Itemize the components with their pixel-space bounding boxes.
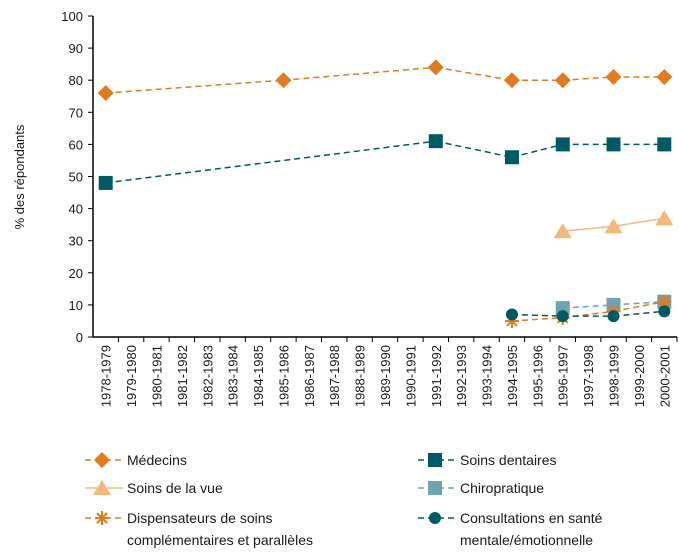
data-point bbox=[98, 175, 113, 190]
data-point bbox=[275, 72, 292, 89]
series-segment bbox=[105, 140, 436, 184]
x-tick-label: 1982-1983 bbox=[200, 345, 215, 407]
x-tick-label: 1993-1994 bbox=[480, 345, 495, 407]
legend-label: Soins dentaires bbox=[460, 452, 557, 468]
x-tick-label: 1988-1989 bbox=[353, 345, 368, 407]
y-tick-label: 80 bbox=[69, 73, 83, 88]
data-point bbox=[607, 310, 620, 323]
series-segment bbox=[435, 140, 513, 158]
series-segment bbox=[283, 66, 436, 81]
x-tick-label: 1999-2000 bbox=[632, 345, 647, 407]
data-point bbox=[428, 134, 443, 149]
data-point bbox=[555, 137, 570, 152]
series-segment bbox=[613, 217, 665, 227]
legend-label: Chiropratique bbox=[460, 480, 545, 496]
y-tick-label: 10 bbox=[69, 298, 83, 313]
legend-marker bbox=[95, 511, 109, 525]
legend-marker bbox=[94, 452, 110, 468]
legend-label: Dispensateurs de soins complémentaires e… bbox=[127, 510, 313, 548]
x-tick-label: 1983-1984 bbox=[226, 345, 241, 407]
x-tick-label: 1984-1985 bbox=[251, 345, 266, 407]
data-point bbox=[504, 313, 519, 328]
data-point bbox=[554, 72, 571, 89]
x-tick-label: 1997-1998 bbox=[581, 345, 596, 407]
series-segment bbox=[613, 300, 665, 313]
series-segment bbox=[562, 304, 614, 309]
data-point bbox=[604, 218, 623, 234]
data-point bbox=[658, 305, 671, 318]
series-segment bbox=[613, 300, 665, 306]
series-segment bbox=[511, 316, 563, 322]
series-segment bbox=[613, 310, 665, 317]
data-point bbox=[556, 310, 569, 323]
data-point bbox=[656, 68, 673, 85]
series-segment bbox=[511, 143, 563, 158]
data-point bbox=[655, 210, 674, 226]
x-tick-label: 1978-1979 bbox=[99, 345, 114, 407]
y-tick-label: 20 bbox=[69, 266, 83, 281]
y-tick-label: 60 bbox=[69, 137, 83, 152]
legend-marker bbox=[93, 480, 111, 495]
x-tick-label: 1990-1991 bbox=[403, 345, 418, 407]
x-tick-label: 1996-1997 bbox=[556, 345, 571, 407]
y-tick-label: 30 bbox=[69, 234, 83, 249]
series-segment bbox=[562, 310, 614, 319]
x-tick-label: 1989-1990 bbox=[378, 345, 393, 407]
x-tick-label: 1987-1988 bbox=[327, 345, 342, 407]
x-tick-label: 1995-1996 bbox=[530, 345, 545, 407]
series-segment bbox=[562, 225, 614, 232]
data-point bbox=[505, 308, 518, 321]
series-segment bbox=[511, 313, 563, 317]
data-point bbox=[427, 59, 444, 76]
data-point bbox=[657, 294, 672, 309]
x-tick-label: 1991-1992 bbox=[429, 345, 444, 407]
y-tick-label: 50 bbox=[69, 170, 83, 185]
y-tick-label: 70 bbox=[69, 105, 83, 120]
legend-label: Soins de la vue bbox=[127, 480, 223, 496]
legend-marker bbox=[428, 453, 442, 467]
data-point bbox=[605, 68, 622, 85]
data-point bbox=[606, 137, 621, 152]
legend-label: Consultations en santé mentale/émotionne… bbox=[460, 510, 603, 548]
legend-marker bbox=[428, 481, 442, 495]
legend-marker bbox=[429, 512, 441, 524]
x-tick-label: 1980-1981 bbox=[149, 345, 164, 407]
data-point bbox=[503, 72, 520, 89]
x-tick-label: 1998-1999 bbox=[607, 345, 622, 407]
y-tick-label: 0 bbox=[76, 330, 83, 345]
series-segment bbox=[435, 66, 513, 81]
x-tick-label: 1992-1993 bbox=[454, 345, 469, 407]
y-tick-label: 90 bbox=[69, 41, 83, 56]
x-tick-label: 2000-2001 bbox=[657, 345, 672, 407]
x-tick-label: 1981-1982 bbox=[175, 345, 190, 407]
x-tick-label: 1986-1987 bbox=[302, 345, 317, 407]
data-point bbox=[97, 85, 114, 102]
series-segment bbox=[562, 76, 614, 81]
series-segment bbox=[105, 79, 284, 94]
x-tick-label: 1985-1986 bbox=[276, 345, 291, 407]
data-point bbox=[553, 223, 572, 239]
data-point bbox=[504, 150, 519, 165]
x-tick-label: 1979-1980 bbox=[124, 345, 139, 407]
y-tick-label: 100 bbox=[61, 9, 83, 24]
y-axis-label: % des répondants bbox=[12, 124, 27, 229]
data-point bbox=[657, 137, 672, 152]
x-tick-label: 1994-1995 bbox=[505, 345, 520, 407]
y-tick-label: 40 bbox=[69, 202, 83, 217]
legend-label: Médecins bbox=[127, 452, 187, 468]
